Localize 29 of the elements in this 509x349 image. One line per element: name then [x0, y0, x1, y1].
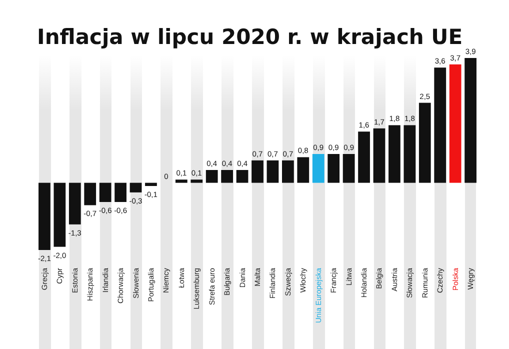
bar: [373, 128, 386, 183]
bar: [68, 182, 81, 224]
bar: [252, 160, 264, 183]
bar: [145, 182, 157, 186]
bar: [297, 157, 310, 183]
bar: [54, 182, 66, 247]
bar: [266, 160, 279, 183]
bar: [114, 182, 126, 202]
bar: [418, 102, 431, 183]
bar: [404, 125, 416, 183]
bar: [175, 180, 188, 183]
chart-title: Inflacja w lipcu 2020 r. w krajach UE: [37, 25, 463, 49]
bar: [282, 160, 294, 183]
bar: [312, 154, 324, 183]
bar: [342, 154, 355, 183]
bar: [328, 154, 340, 183]
bar: [236, 170, 248, 183]
bar: [449, 64, 462, 183]
bar: [434, 68, 446, 183]
bar: [99, 182, 112, 202]
bar: [358, 132, 370, 183]
bar: [84, 182, 96, 206]
bar: [221, 170, 233, 183]
bar: [38, 182, 50, 250]
bar: [190, 180, 203, 183]
bar: [388, 125, 400, 183]
bar: [130, 182, 142, 192]
bar: [464, 58, 476, 183]
bar: [206, 170, 218, 183]
